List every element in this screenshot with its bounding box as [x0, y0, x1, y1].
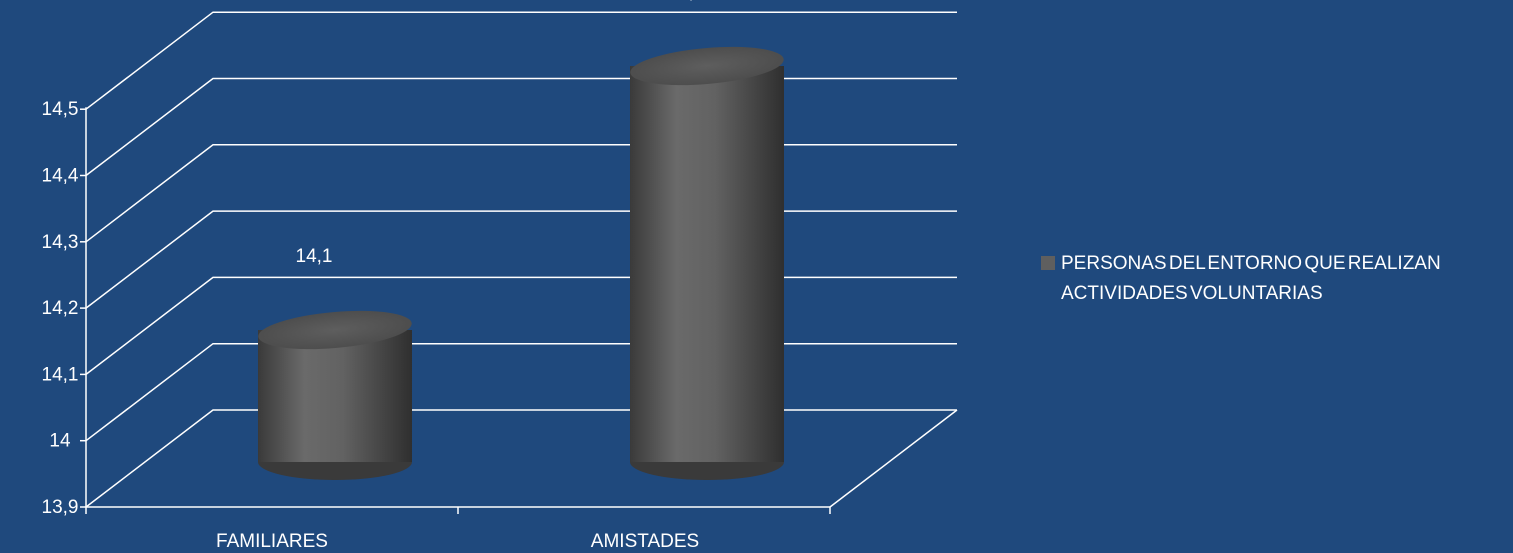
data-label: 14,1	[296, 246, 333, 267]
gridline	[85, 342, 957, 442]
gridline	[85, 77, 957, 177]
bar-familiares	[258, 330, 412, 462]
bar-amistades	[630, 66, 784, 462]
x-category-label: FAMILIARES	[216, 531, 328, 552]
gridline	[85, 144, 957, 243]
legend-label: PERSONAS DEL ENTORNO QUE REALIZAN ACTIVI…	[1061, 253, 1441, 304]
x-category-label: AMISTADES	[591, 531, 699, 552]
legend: PERSONAS DEL ENTORNO QUE REALIZAN ACTIVI…	[1041, 249, 1511, 309]
gridline	[85, 409, 957, 508]
y-tick-label: 14,3	[42, 232, 79, 253]
y-tick-label: 14,5	[42, 99, 79, 120]
y-tick-label: 14,4	[42, 166, 79, 187]
gridline	[85, 11, 957, 110]
floor-edge	[829, 409, 958, 508]
gridline	[85, 276, 957, 375]
bar-top	[258, 310, 412, 350]
label-layer: 13,9 14 14,1 14,2 14,3 14,4 14,5 14,1 FAMILIARES…	[42, 0, 705, 552]
axis-layer	[80, 107, 958, 514]
y-tick-label: 14	[49, 431, 71, 452]
bar-top	[630, 46, 784, 86]
data-label: 14,5	[668, 0, 705, 3]
y-tick-label: 13,9	[42, 497, 79, 518]
gridline	[85, 210, 957, 309]
bar-layer	[258, 46, 784, 480]
y-tick-label: 14,2	[42, 298, 79, 319]
y-tick-label: 14,1	[42, 364, 79, 385]
grid-layer	[85, 11, 957, 508]
legend-swatch	[1041, 256, 1055, 270]
